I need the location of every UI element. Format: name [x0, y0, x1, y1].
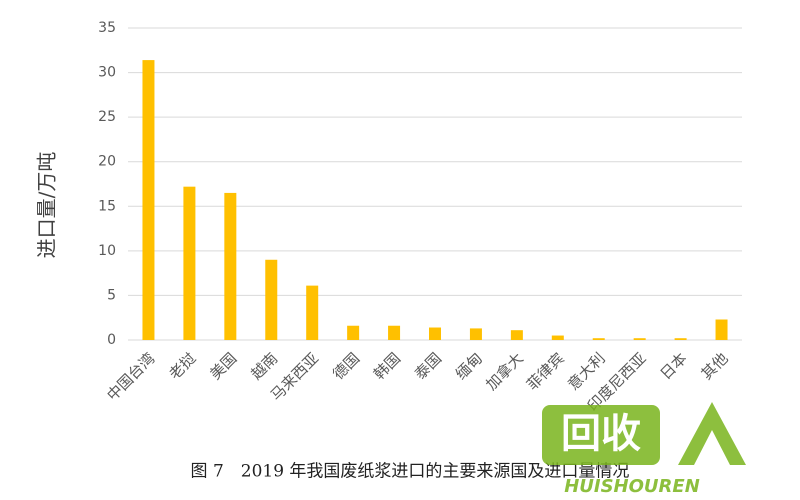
bar [633, 338, 646, 340]
x-tick-label: 美国 [206, 349, 240, 383]
bar [674, 338, 687, 340]
bar [388, 325, 401, 340]
x-tick-label: 泰国 [411, 349, 445, 383]
bar [510, 330, 523, 340]
x-tick-label: 缅甸 [452, 349, 486, 383]
y-tick-label: 10 [98, 243, 116, 259]
bar [592, 338, 605, 340]
chart-title: 图 7 2019 年我国废纸浆进口的主要来源国及进口量情况 [191, 462, 630, 482]
x-tick-label: 中国台湾 [103, 349, 158, 404]
bar [142, 60, 155, 340]
x-tick-label: 菲律宾 [523, 349, 568, 394]
x-tick-label: 加拿大 [482, 349, 527, 394]
y-tick-label: 5 [107, 287, 116, 303]
bar [551, 335, 564, 340]
x-tick-label: 日本 [657, 349, 691, 383]
y-tick-label: 15 [98, 198, 116, 214]
bar [429, 327, 441, 340]
y-tick-label: 25 [98, 109, 116, 125]
watermark: 回收 HUISHOUREN [542, 402, 746, 497]
watermark-text: 回收 [561, 411, 641, 457]
bar [715, 319, 728, 340]
bar [183, 186, 196, 340]
bar [306, 285, 319, 340]
y-axis-label: 进口量/万吨 [35, 152, 59, 259]
x-tick-label: 其他 [698, 349, 732, 383]
y-tick-label: 20 [98, 154, 116, 170]
bar [469, 328, 482, 340]
y-tick-label: 35 [98, 20, 116, 36]
watermark-subtext: HUISHOUREN [564, 476, 700, 497]
bar [224, 192, 237, 340]
y-tick-label: 0 [107, 332, 116, 348]
watermark-icon [678, 402, 746, 465]
x-tick-label: 德国 [329, 349, 363, 383]
bar [347, 325, 360, 340]
x-tick-label: 老挝 [165, 349, 199, 383]
x-tick-label: 越南 [247, 349, 281, 383]
bar [265, 259, 278, 340]
watermark-box [542, 405, 660, 465]
y-tick-label: 30 [98, 65, 116, 81]
x-tick-label: 韩国 [370, 349, 404, 383]
